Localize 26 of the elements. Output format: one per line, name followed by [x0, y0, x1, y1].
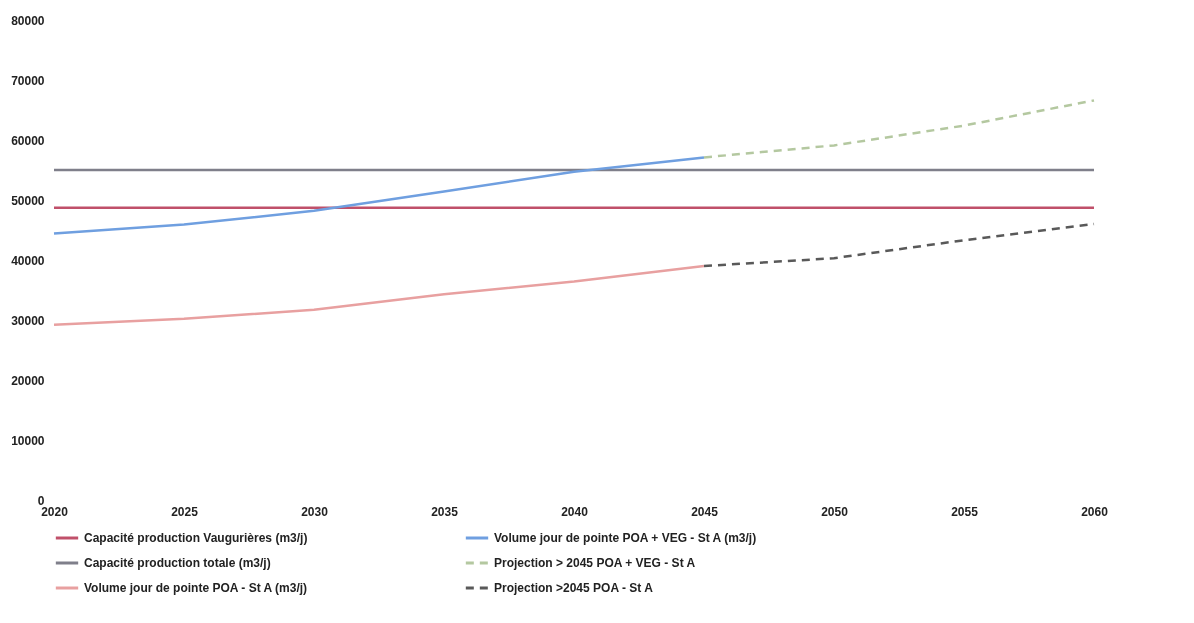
x-tick-label: 2025: [171, 504, 199, 519]
x-tick-label: 2040: [561, 504, 589, 519]
y-tick-label: 70000: [11, 73, 45, 88]
x-tick-label: 2030: [301, 504, 329, 519]
legend-label: Projection > 2045 POA + VEG - St A: [494, 556, 696, 570]
x-tick-label: 2050: [821, 504, 849, 519]
y-tick-label: 60000: [11, 133, 45, 148]
legend-label: Capacité production totale (m3/j): [84, 556, 271, 570]
y-tick-label: 30000: [11, 313, 45, 328]
line-series: [702, 99, 1096, 159]
x-tick-label: 2060: [1081, 504, 1109, 519]
legend-label: Volume jour de pointe POA + VEG - St A (m3/j): [494, 531, 757, 545]
y-tick-label: 50000: [11, 193, 45, 208]
line-series: [52, 156, 706, 235]
y-tick-label: 80000: [11, 13, 45, 28]
y-tick-label: 10000: [11, 433, 45, 448]
legend-label: Volume jour de pointe POA - St A (m3/j): [84, 581, 308, 595]
line-series: [702, 222, 1096, 268]
x-tick-label: 2035: [431, 504, 459, 519]
x-tick-label: 2055: [951, 504, 979, 519]
y-tick-label: 40000: [11, 253, 45, 268]
legend-label: Capacité production Vaugurières (m3/j): [84, 531, 308, 545]
line-series: [52, 264, 706, 327]
legend-label: Projection >2045 POA - St A: [494, 581, 654, 595]
y-tick-label: 20000: [11, 373, 45, 388]
x-tick-label: 2045: [691, 504, 719, 519]
